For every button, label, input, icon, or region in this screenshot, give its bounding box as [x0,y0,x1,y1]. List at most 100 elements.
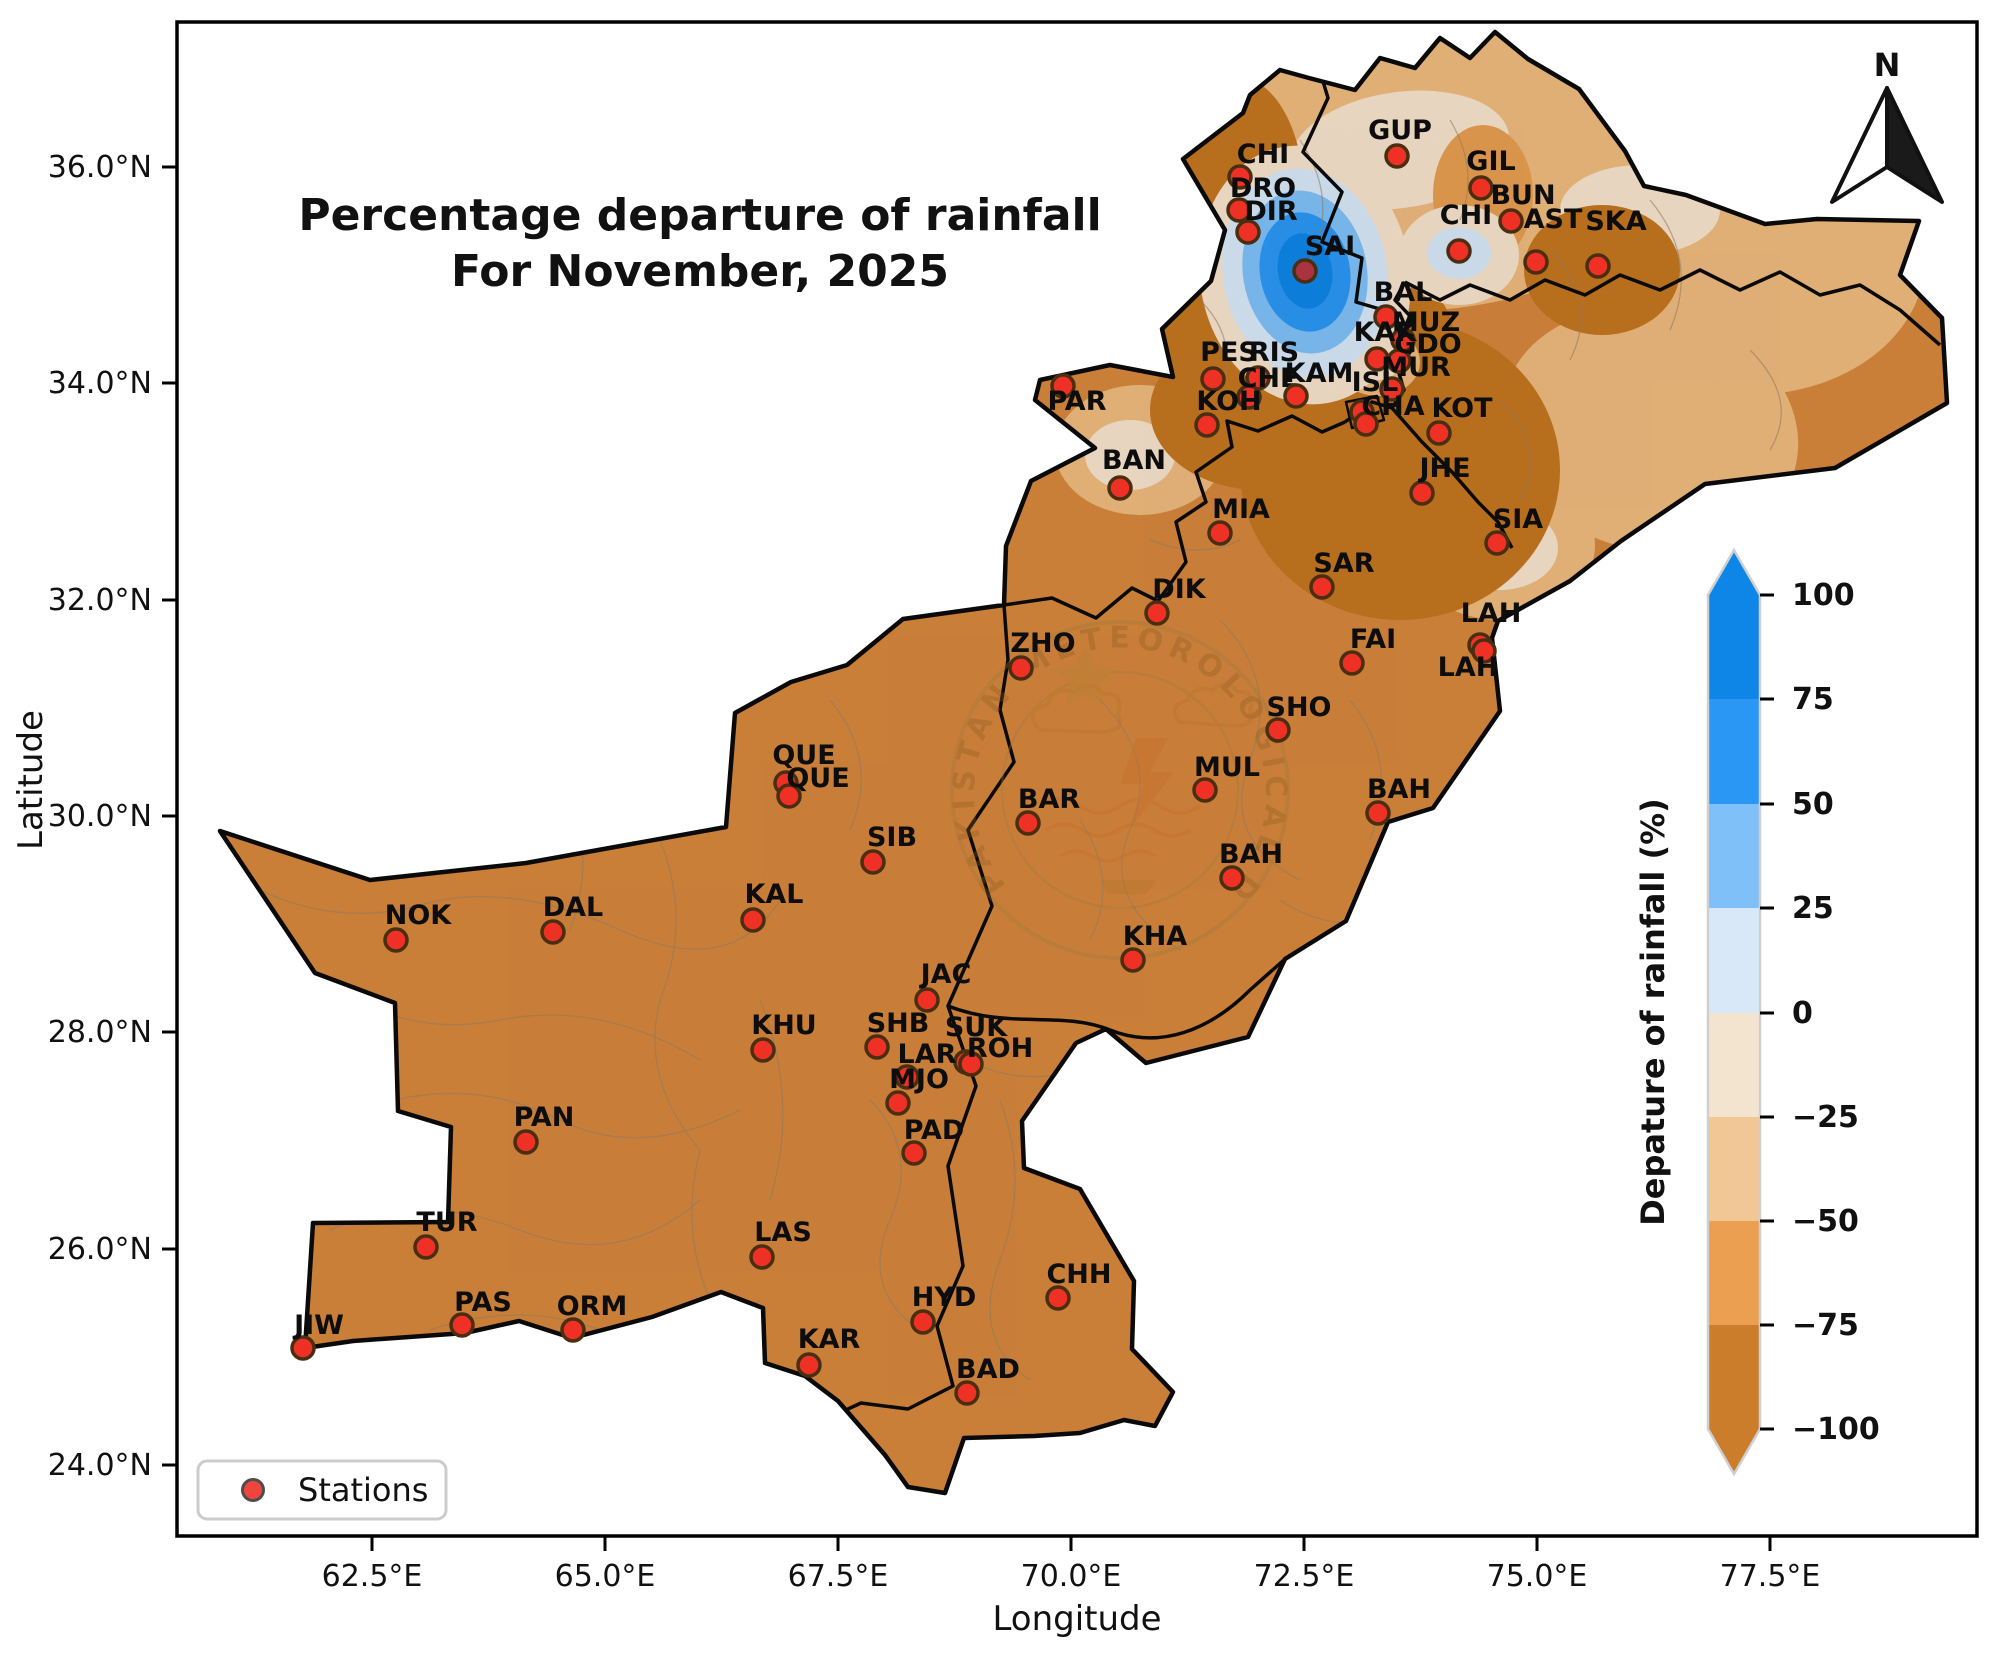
station-marker [750,1037,776,1063]
station-marker [740,907,766,933]
station-label: PES [1200,337,1258,368]
station-marker [796,1352,822,1378]
station-label: DRO [1230,173,1296,204]
station-marker [860,849,886,875]
station-label: ORM [557,1291,628,1322]
station-marker [1194,412,1220,438]
station-label: RIS [1249,337,1299,368]
station-marker [1207,520,1233,546]
station-marker [958,1051,984,1077]
station-label: ZHO [1010,628,1075,659]
colorbar-title: Depature of rainfall (%) [1634,798,1672,1226]
station-marker [1386,348,1412,374]
station-label: JHE [1417,453,1470,484]
watermark-lightning-icon [1120,738,1174,832]
station-label: GDO [1394,329,1462,360]
station-label: PAS [454,1287,512,1318]
colorbar-tick-label: 100 [1792,578,1855,613]
station-marker [1484,530,1510,556]
station-marker [1227,164,1253,190]
colorbar-segment [1708,1117,1760,1221]
station-marker [1292,258,1318,284]
y-tick-label: 26.0°N [48,1232,152,1267]
colorbar-segment [1708,595,1760,699]
station-label: DIK [1152,574,1206,605]
station-marker [1373,304,1399,330]
station-marker [1236,384,1262,410]
station-marker [910,1309,936,1335]
legend-station-marker-icon [241,1478,265,1502]
colorbar-tick-label: 75 [1792,682,1834,717]
station-label: QUE [786,763,849,794]
colorbar-segment [1708,1221,1760,1325]
station-label: SIB [867,822,917,853]
x-tick-label: 62.5°E [322,1559,423,1594]
station-marker [1050,373,1076,399]
y-tick-label: 32.0°N [48,583,152,618]
station-marker [290,1335,316,1361]
station-label: BAN [1102,445,1166,476]
station-marker [885,1090,911,1116]
colorbar-tick-label: −100 [1792,1412,1880,1447]
x-axis-label: Longitude [992,1599,1161,1639]
station-label: SHB [867,1008,930,1039]
station-marker [1409,480,1435,506]
station-label: QUE [772,740,835,771]
station-label: KHA [1123,921,1188,952]
station-label: JAC [919,959,972,990]
station-label: LAR [898,1039,957,1070]
station-marker [914,987,940,1013]
station-label: MUR [1381,352,1451,383]
station-label: BAR [1018,784,1080,815]
colorbar-segment [1708,699,1760,804]
station-marker [776,783,802,809]
x-tick-label: 65.0°E [555,1559,656,1594]
pakistan-outline [217,29,1950,1496]
station-marker [1219,865,1245,891]
station-marker [1384,143,1410,169]
x-tick-label: 75.0°E [1487,1559,1588,1594]
legend: Stations [196,1459,448,1521]
station-marker [1200,366,1226,392]
colorbar-tick-label: −75 [1792,1308,1859,1343]
station-marker [1045,1285,1071,1311]
station-marker [1015,810,1041,836]
station-label: PAR [1048,386,1107,417]
colorbar-segment [1708,1013,1760,1117]
station-marker [540,919,566,945]
station-marker [864,1034,890,1060]
watermark-star-icon [1055,647,1115,705]
colorbar-arrow-top [1708,550,1760,595]
x-tick-label: 72.5°E [1254,1559,1355,1594]
station-marker [513,1129,539,1155]
station-marker [1446,238,1472,264]
station-label: SAR [1313,548,1374,579]
station-label: KAL [744,879,803,910]
station-label: KAR [798,1324,861,1355]
y-axis-ticks: 36.0°N 34.0°N 32.0°N 30.0°N 28.0°N 26.0°N 24.0… [48,150,177,1483]
station-label: SAI [1305,231,1355,262]
colorbar-tick-label: 25 [1792,891,1834,926]
colorbar-tick-label: 0 [1792,996,1813,1031]
station-marker [1585,253,1611,279]
station-marker [1365,800,1391,826]
y-tick-label: 34.0°N [48,366,152,401]
colorbar-tick-label: −25 [1792,1100,1859,1135]
station-label: BAH [1367,774,1431,805]
station-label: KHU [751,1010,816,1041]
y-tick-label: 36.0°N [48,150,152,185]
chart-title-line2: For November, 2025 [451,246,949,297]
legend-box [196,1459,448,1521]
station-marker [560,1317,586,1343]
station-marker [1120,947,1146,973]
station-marker [901,1140,927,1166]
station-label: LAH [1438,652,1499,683]
y-tick-label: 24.0°N [48,1448,152,1483]
station-label: CHI [1237,139,1289,170]
colorbar-segment [1708,804,1760,908]
station-marker [1283,383,1309,409]
colorbar-arrow-bottom [1708,1429,1760,1474]
station-marker [1144,600,1170,626]
station-label: DIR [1244,196,1297,227]
